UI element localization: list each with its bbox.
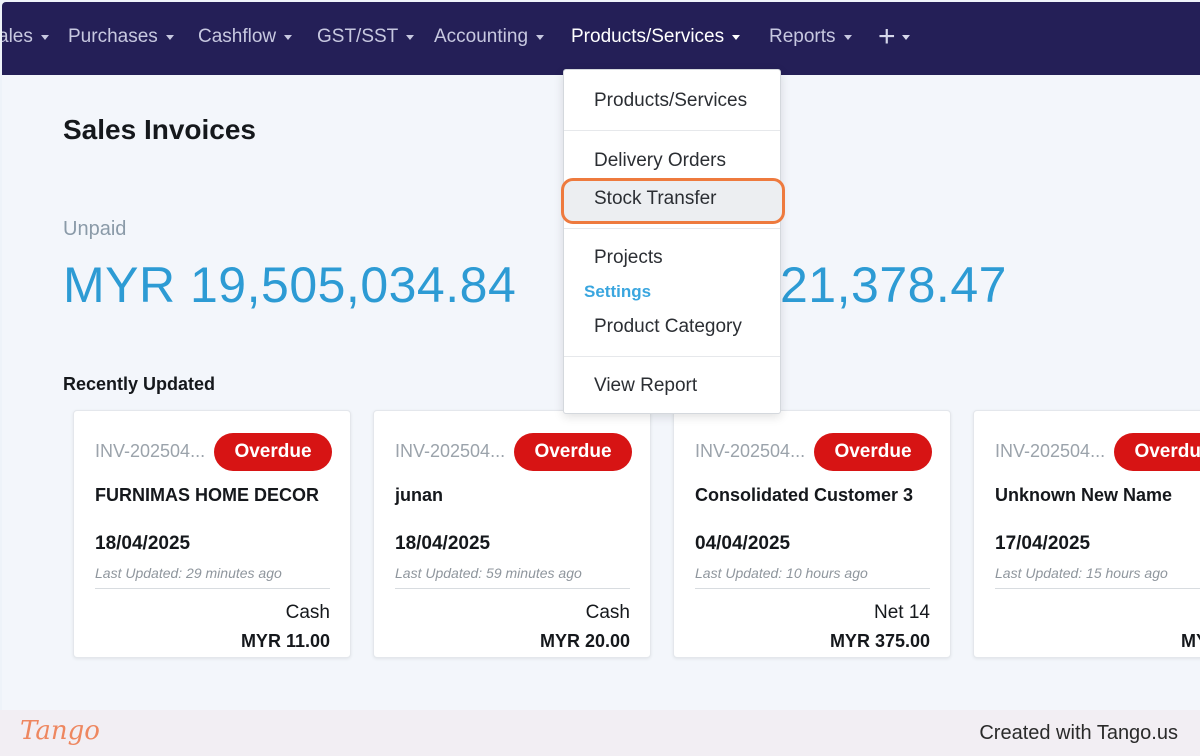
unpaid-amount: MYR 19,505,034.84 <box>63 257 517 313</box>
customer-name: junan <box>395 485 443 505</box>
nav-products-services-label: Products/Services <box>571 26 725 47</box>
last-updated: Last Updated: 59 minutes ago <box>395 565 582 581</box>
app-window: ales Purchases Cashflow GST/SST Accounti… <box>2 2 1200 710</box>
status-badge: Overdue <box>514 433 632 471</box>
page-title: Sales Invoices <box>63 114 257 145</box>
status-badge: Overdue <box>1114 433 1200 471</box>
top-navbar: ales Purchases Cashflow GST/SST Accounti… <box>2 2 1200 75</box>
overdue-amount: 21,378.47 <box>780 257 1007 313</box>
invoice-number: INV-202504... <box>95 441 206 461</box>
menu-section-settings: Settings <box>584 282 652 301</box>
tango-footer: Tango Created with Tango.us <box>0 710 1200 756</box>
nav-add-menu[interactable]: + <box>878 22 910 52</box>
menu-item-projects[interactable]: Projects <box>594 247 663 268</box>
card-divider <box>395 588 630 589</box>
card-divider <box>995 588 1200 589</box>
caret-down-icon <box>536 34 545 40</box>
payment-terms: Net 14 <box>874 602 930 623</box>
last-updated: Last Updated: 10 hours ago <box>695 565 868 581</box>
payment-terms: Cash <box>285 602 330 623</box>
invoice-card[interactable]: INV-202504... Overdue junan 18/04/2025 L… <box>373 410 651 658</box>
menu-item-products-services[interactable]: Products/Services <box>594 90 748 111</box>
invoice-card[interactable]: INV-202504... Overdue Unknown New Name 1… <box>973 410 1200 658</box>
caret-down-icon <box>40 34 49 40</box>
tango-logo: Tango <box>20 716 100 746</box>
menu-item-delivery-orders[interactable]: Delivery Orders <box>594 150 726 171</box>
unpaid-label: Unpaid <box>63 218 127 240</box>
invoice-number: INV-202504... <box>695 441 806 461</box>
status-badge: Overdue <box>214 433 332 471</box>
nav-purchases[interactable]: Purchases <box>68 26 174 48</box>
card-divider <box>695 588 930 589</box>
status-badge: Overdue <box>814 433 932 471</box>
customer-name: Consolidated Customer 3 <box>695 485 914 505</box>
payment-terms: Cash <box>585 602 630 623</box>
nav-accounting[interactable]: Accounting <box>434 26 545 48</box>
invoice-amount: MYR 11.00 <box>240 631 330 651</box>
recently-updated-heading: Recently Updated <box>63 374 216 394</box>
caret-down-icon <box>406 34 415 40</box>
nav-cashflow-label: Cashflow <box>198 26 277 47</box>
menu-divider <box>564 130 780 131</box>
customer-name: Unknown New Name <box>995 485 1173 505</box>
caret-down-icon <box>901 34 910 40</box>
nav-products-services[interactable]: Products/Services <box>571 26 741 48</box>
invoice-amount: MYR 77 <box>1180 631 1200 651</box>
last-updated: Last Updated: 29 minutes ago <box>95 565 282 581</box>
menu-divider <box>564 228 780 229</box>
nav-cashflow[interactable]: Cashflow <box>198 26 293 48</box>
nav-sales[interactable]: ales <box>2 26 49 48</box>
invoice-number: INV-202504... <box>395 441 506 461</box>
invoice-date: 18/04/2025 <box>395 533 491 554</box>
menu-divider <box>564 356 780 357</box>
nav-accounting-label: Accounting <box>434 26 529 47</box>
invoice-number: INV-202504... <box>995 441 1106 461</box>
plus-icon: + <box>878 20 896 53</box>
nav-gst-sst[interactable]: GST/SST <box>317 26 415 48</box>
invoice-amount: MYR 375.00 <box>829 631 930 651</box>
menu-item-product-category[interactable]: Product Category <box>594 316 742 337</box>
products-services-dropdown: Products/Services Delivery Orders Stock … <box>561 69 785 414</box>
menu-item-view-report[interactable]: View Report <box>594 375 698 396</box>
invoice-card[interactable]: INV-202504... Overdue Consolidated Custo… <box>673 410 951 658</box>
last-updated: Last Updated: 15 hours ago <box>995 565 1168 581</box>
caret-down-icon <box>165 34 174 40</box>
invoice-amount: MYR 20.00 <box>539 631 630 651</box>
invoice-date: 04/04/2025 <box>695 533 791 554</box>
caret-down-icon <box>843 34 852 40</box>
card-divider <box>95 588 330 589</box>
customer-name: FURNIMAS HOME DECOR <box>95 485 319 505</box>
nav-gst-sst-label: GST/SST <box>317 26 399 47</box>
invoice-date: 18/04/2025 <box>95 533 191 554</box>
caret-down-icon <box>732 34 741 40</box>
created-with-text: Created with Tango.us <box>979 722 1178 744</box>
nav-purchases-label: Purchases <box>68 26 158 47</box>
menu-item-stock-transfer[interactable]: Stock Transfer <box>594 188 717 209</box>
invoice-card[interactable]: INV-202504... Overdue FURNIMAS HOME DECO… <box>73 410 351 658</box>
invoice-date: 17/04/2025 <box>995 533 1091 554</box>
nav-reports-label: Reports <box>769 26 836 47</box>
nav-sales-label: ales <box>2 26 33 47</box>
nav-reports[interactable]: Reports <box>769 26 852 48</box>
caret-down-icon <box>284 34 293 40</box>
highlight-ring <box>561 178 785 224</box>
